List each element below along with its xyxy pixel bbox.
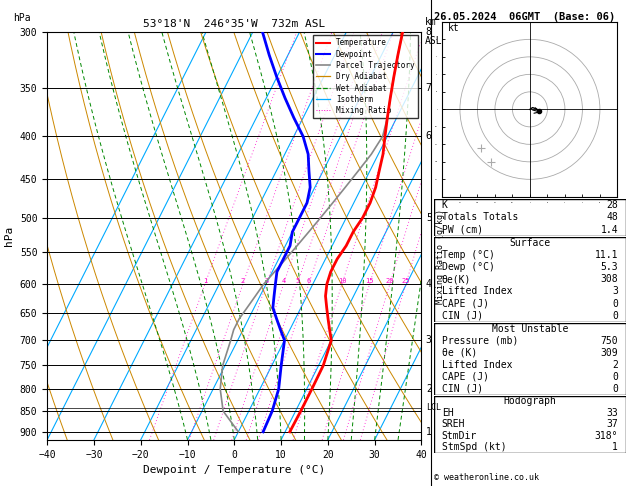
Text: Surface: Surface — [509, 238, 550, 248]
Text: 0: 0 — [612, 311, 618, 321]
Text: 5.3: 5.3 — [601, 262, 618, 272]
Text: 6: 6 — [426, 131, 431, 141]
Y-axis label: hPa: hPa — [4, 226, 14, 246]
Text: θe(K): θe(K) — [442, 274, 471, 284]
Text: Pressure (mb): Pressure (mb) — [442, 336, 518, 346]
Text: ASL: ASL — [425, 36, 442, 47]
Text: 4: 4 — [281, 278, 286, 284]
Text: 2: 2 — [612, 360, 618, 370]
Text: K: K — [442, 200, 448, 210]
Text: 48: 48 — [606, 212, 618, 223]
Text: 309: 309 — [601, 347, 618, 358]
Text: 8: 8 — [426, 27, 431, 36]
Text: 4: 4 — [426, 279, 431, 289]
Text: Temp (°C): Temp (°C) — [442, 250, 494, 260]
Text: EH: EH — [442, 408, 454, 418]
Text: CIN (J): CIN (J) — [442, 383, 483, 394]
Text: 26.05.2024  06GMT  (Base: 06): 26.05.2024 06GMT (Base: 06) — [434, 12, 615, 22]
Text: StmDir: StmDir — [442, 431, 477, 441]
Text: 5: 5 — [295, 278, 299, 284]
Legend: Temperature, Dewpoint, Parcel Trajectory, Dry Adiabat, Wet Adiabat, Isotherm, Mi: Temperature, Dewpoint, Parcel Trajectory… — [313, 35, 418, 118]
Text: 2: 2 — [426, 384, 431, 394]
Text: 10: 10 — [338, 278, 346, 284]
Text: StmSpd (kt): StmSpd (kt) — [442, 442, 506, 452]
Text: θe (K): θe (K) — [442, 347, 477, 358]
Text: CAPE (J): CAPE (J) — [442, 372, 489, 382]
Text: 33: 33 — [606, 408, 618, 418]
Text: 308: 308 — [601, 274, 618, 284]
Text: 0: 0 — [612, 298, 618, 309]
Text: © weatheronline.co.uk: © weatheronline.co.uk — [434, 473, 539, 482]
Text: Totals Totals: Totals Totals — [442, 212, 518, 223]
Text: 3: 3 — [264, 278, 269, 284]
Text: Lifted Index: Lifted Index — [442, 286, 512, 296]
Text: Most Unstable: Most Unstable — [492, 324, 568, 334]
Text: 1.4: 1.4 — [601, 225, 618, 235]
Text: 318°: 318° — [594, 431, 618, 441]
Text: 750: 750 — [601, 336, 618, 346]
Text: Lifted Index: Lifted Index — [442, 360, 512, 370]
Text: LCL: LCL — [426, 403, 441, 413]
Text: 28: 28 — [606, 200, 618, 210]
Title: 53°18'N  246°35'W  732m ASL: 53°18'N 246°35'W 732m ASL — [143, 19, 325, 30]
Text: Dewp (°C): Dewp (°C) — [442, 262, 494, 272]
Text: CIN (J): CIN (J) — [442, 311, 483, 321]
Text: km: km — [425, 17, 437, 27]
Text: 3: 3 — [612, 286, 618, 296]
Text: SREH: SREH — [442, 419, 465, 429]
Text: 1: 1 — [426, 427, 431, 437]
Text: 6: 6 — [306, 278, 311, 284]
Text: 11.1: 11.1 — [594, 250, 618, 260]
Text: kt: kt — [448, 23, 459, 33]
Text: 1: 1 — [203, 278, 207, 284]
Text: 20: 20 — [386, 278, 394, 284]
Text: PW (cm): PW (cm) — [442, 225, 483, 235]
Text: 37: 37 — [606, 419, 618, 429]
Text: 2: 2 — [241, 278, 245, 284]
Text: 3: 3 — [426, 335, 431, 345]
Text: 5: 5 — [426, 213, 431, 223]
Text: 1: 1 — [612, 442, 618, 452]
Text: 0: 0 — [612, 372, 618, 382]
Text: 15: 15 — [365, 278, 374, 284]
Text: CAPE (J): CAPE (J) — [442, 298, 489, 309]
Text: hPa: hPa — [13, 14, 31, 23]
Text: Mixing Ratio (g/kg): Mixing Ratio (g/kg) — [436, 208, 445, 304]
Text: 7: 7 — [426, 83, 431, 93]
Text: 0: 0 — [612, 383, 618, 394]
X-axis label: Dewpoint / Temperature (°C): Dewpoint / Temperature (°C) — [143, 465, 325, 475]
Text: Hodograph: Hodograph — [503, 397, 557, 406]
Text: 25: 25 — [401, 278, 410, 284]
